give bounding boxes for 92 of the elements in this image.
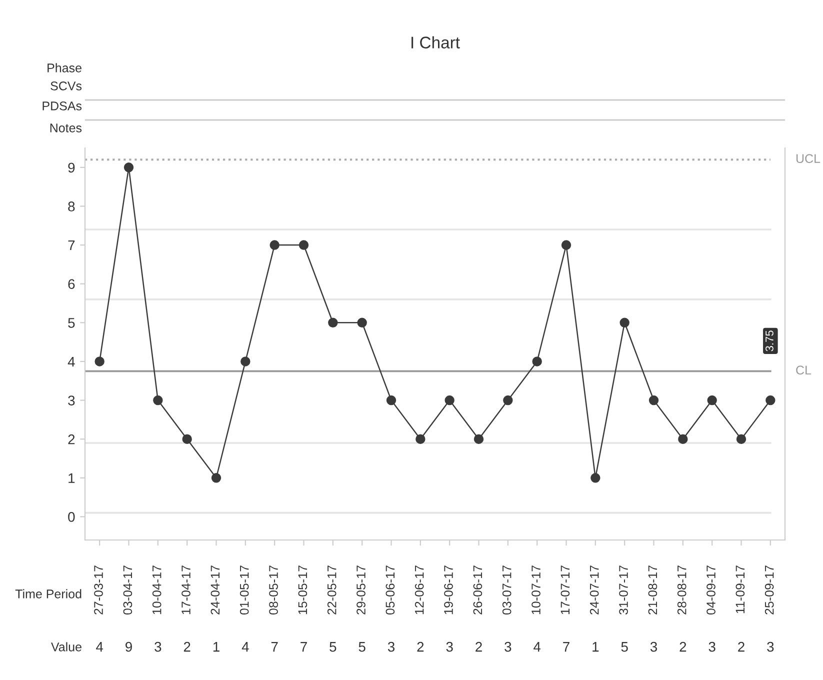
data-label: 1 <box>213 642 220 652</box>
x-tick-label: 08-05-17 <box>269 566 278 615</box>
point <box>270 240 280 250</box>
data-label: 7 <box>563 642 570 652</box>
x-tick-label: 05-06-17 <box>386 566 395 615</box>
point <box>416 434 426 444</box>
text: SCVs <box>50 82 82 90</box>
point <box>620 318 630 328</box>
point <box>503 395 513 406</box>
x-tick-label: 22-05-17 <box>327 566 336 614</box>
y-tick-label: 6 <box>68 279 75 290</box>
data-label: 2 <box>476 642 482 652</box>
data-label: 2 <box>738 642 744 652</box>
point <box>298 240 309 250</box>
x-tick-label: 24-07-17 <box>590 566 599 614</box>
ref-line-label: UCL <box>796 154 820 163</box>
x-tick-label: 21-08-17 <box>648 566 658 614</box>
data-label: 3 <box>388 642 394 652</box>
chart-title: I Chart <box>412 36 460 48</box>
x-tick-label: 01-05-17 <box>240 566 249 615</box>
text: PDSAs <box>42 102 82 110</box>
point <box>590 473 600 483</box>
x-tick-label: 15-05-17 <box>298 566 308 614</box>
x-tick-label: 24-04-17 <box>210 566 220 614</box>
point <box>240 356 250 366</box>
text: Phase <box>48 63 82 72</box>
data-label: 3 <box>767 642 774 652</box>
x-tick-label: 04-09-17 <box>706 566 716 615</box>
y-tick-label: 4 <box>68 356 75 366</box>
ref-line-label: CL <box>796 366 812 375</box>
x-tick-label: 03-04-17 <box>123 566 132 615</box>
point <box>444 395 454 406</box>
data-label: 3 <box>504 642 512 652</box>
x-tick-label: 12-06-17 <box>414 566 424 614</box>
data-label: 3 <box>708 642 716 652</box>
data-label: 7 <box>271 642 278 652</box>
y-tick-label: 2 <box>68 434 75 444</box>
x-axis-title: Time Period <box>15 589 82 598</box>
point <box>94 356 104 366</box>
x-tick-label: 31-07-17 <box>619 566 628 615</box>
point <box>182 434 192 444</box>
x-tick-label: 29-05-17 <box>356 566 366 614</box>
y-tick-label: 7 <box>68 240 75 250</box>
data-label: 5 <box>330 642 336 652</box>
data-label: 4 <box>242 642 249 652</box>
point <box>707 395 717 406</box>
text: Notes <box>50 124 82 132</box>
data-label: 7 <box>300 642 307 652</box>
data-label: 3 <box>446 642 453 652</box>
y-tick-label: 0 <box>68 512 75 522</box>
x-tick-label: 28-08-17 <box>677 566 686 614</box>
data-label: 9 <box>126 642 132 652</box>
point <box>561 240 572 250</box>
x-tick-label: 17-04-17 <box>182 566 190 614</box>
point <box>124 162 134 172</box>
x-tick-label: 25-09-17 <box>764 566 774 614</box>
y-tick-label: 5 <box>68 318 75 328</box>
data-label: 2 <box>184 642 190 652</box>
x-tick-label: 11-09-17 <box>736 566 745 614</box>
point <box>474 434 484 444</box>
x-tick-label: 10-07-17 <box>532 566 540 614</box>
x-tick-label: 27-03-17 <box>94 566 103 614</box>
data-label: 3 <box>650 642 657 652</box>
point <box>328 318 338 328</box>
point <box>357 318 367 328</box>
x-tick-label: 26-06-17 <box>473 566 482 614</box>
annotation: 3.75 <box>766 330 774 352</box>
point <box>153 395 163 406</box>
point <box>766 395 776 406</box>
y-tick-label: 8 <box>68 202 75 212</box>
data-label: 1 <box>592 642 599 652</box>
x-tick-label: 10-04-17 <box>152 566 162 614</box>
point <box>736 434 746 444</box>
data-label: 2 <box>680 642 686 652</box>
data-label: 2 <box>417 642 424 652</box>
point <box>386 395 396 406</box>
point <box>211 473 222 483</box>
data-label: 3 <box>154 642 162 652</box>
data-label: 5 <box>621 642 628 652</box>
x-tick-label: 19-06-17 <box>444 566 453 614</box>
y-tick-label: 9 <box>68 162 75 173</box>
x-tick-label: 03-07-17 <box>502 566 512 615</box>
data-label: 4 <box>96 642 104 652</box>
data-label: 4 <box>534 642 541 652</box>
y-tick-label: 3 <box>68 396 75 406</box>
data-label: 5 <box>358 642 366 652</box>
y-tick-label: 1 <box>68 473 75 483</box>
point <box>678 434 688 444</box>
point <box>648 395 659 406</box>
x-tick-label: 17-07-17 <box>560 566 570 614</box>
text: Value <box>51 642 82 652</box>
point <box>532 356 542 366</box>
